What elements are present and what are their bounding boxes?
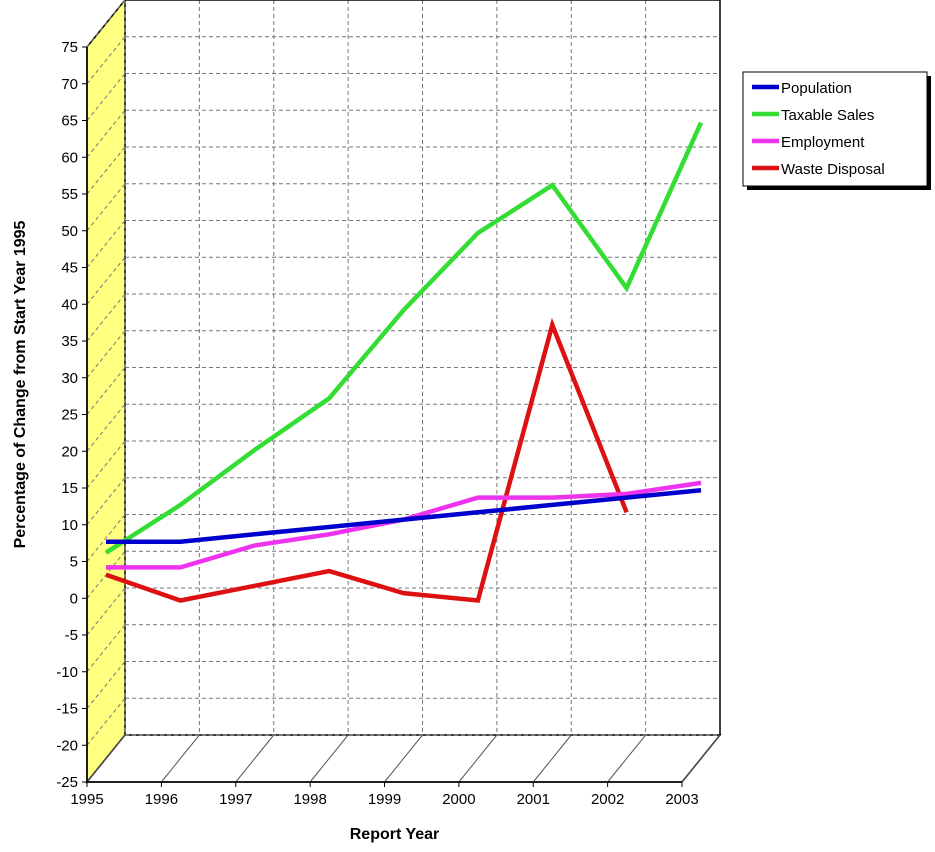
y-tick-label: 55 <box>61 186 78 203</box>
floor-gridline <box>86 734 126 783</box>
y-tick-label: 45 <box>61 260 78 277</box>
wall-gridline <box>86 330 126 379</box>
y-tick-label: -5 <box>65 627 78 644</box>
wall-gridline <box>86 587 126 636</box>
y-tick-label: 5 <box>70 554 78 571</box>
floor-gridline <box>235 734 275 783</box>
y-tick-label: 10 <box>61 517 78 534</box>
wall-gridline <box>86 220 126 268</box>
legend-entry: Population <box>781 80 852 97</box>
x-tick-label: 1997 <box>219 791 252 808</box>
y-tick-label: 65 <box>61 113 78 130</box>
wall-gridline <box>86 697 126 746</box>
x-tick-label: 2001 <box>517 791 550 808</box>
wall-gridline <box>86 0 126 48</box>
wall-gridline <box>86 73 126 121</box>
floor-gridline <box>532 734 572 783</box>
x-tick-label: 2000 <box>442 791 475 808</box>
floor-gridline <box>384 734 423 783</box>
wall-gridline <box>86 514 126 562</box>
y-tick-label: -15 <box>56 701 78 718</box>
floor-gridline <box>160 734 200 783</box>
legend-entry: Employment <box>781 134 865 151</box>
y-tick-label: 25 <box>61 407 78 424</box>
y-tick-label: 75 <box>61 39 78 56</box>
wall-gridline <box>86 550 126 599</box>
x-tick-label: 2002 <box>591 791 624 808</box>
series-line-population <box>106 487 702 544</box>
y-tick-label: -25 <box>56 774 78 791</box>
x-tick-label: 1995 <box>70 791 103 808</box>
series-line-waste-disposal <box>105 317 629 603</box>
x-axis-title: Report Year <box>350 826 440 843</box>
x-tick-label: 1998 <box>293 791 326 808</box>
wall-gridline <box>86 183 126 232</box>
wall-gridline <box>86 256 126 305</box>
x-tick-label: 2003 <box>665 791 698 808</box>
y-tick-label: 30 <box>61 370 78 387</box>
series-line-taxable-sales <box>104 121 704 555</box>
y-tick-label: -10 <box>56 664 78 681</box>
wall-gridline <box>86 36 126 85</box>
wall-gridline <box>86 146 126 195</box>
back-wall-border <box>125 0 721 735</box>
wall-gridline <box>86 109 126 158</box>
legend-entry: Waste Disposal <box>781 161 885 178</box>
y-tick-label: 40 <box>61 296 78 313</box>
y-tick-label: 20 <box>61 443 78 460</box>
y-tick-label: 70 <box>61 76 78 93</box>
y-axis-title: Percentage of Change from Start Year 199… <box>12 220 29 548</box>
x-tick-label: 1999 <box>368 791 401 808</box>
floor-gridline <box>607 734 647 783</box>
y-tick-label: 35 <box>61 333 78 350</box>
y-tick-label: 50 <box>61 223 78 240</box>
x-tick-label: 1996 <box>145 791 178 808</box>
wall-gridline <box>86 477 126 526</box>
wall-gridline <box>86 661 126 709</box>
legend-entry: Taxable Sales <box>781 107 874 124</box>
wall-gridline <box>86 293 126 342</box>
wall-gridline <box>86 367 126 415</box>
wall-gridline <box>86 403 126 452</box>
floor-gridline <box>458 734 498 783</box>
y-tick-label: 15 <box>61 480 78 497</box>
y-tick-label: -20 <box>56 737 78 754</box>
floor-gridline <box>309 734 349 783</box>
wall-gridline <box>86 624 126 673</box>
y-tick-label: 60 <box>61 149 78 166</box>
floor-gridline <box>681 734 721 783</box>
wall-gridline <box>86 440 126 489</box>
y-tick-label: 0 <box>70 590 78 607</box>
